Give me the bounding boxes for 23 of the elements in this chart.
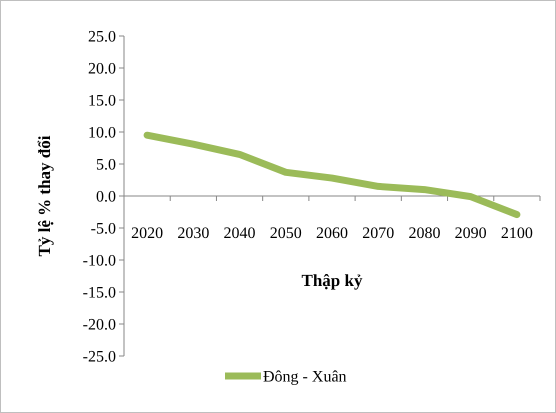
- x-tick-label: 2020: [131, 225, 164, 242]
- x-tick-label: 2100: [500, 225, 533, 242]
- y-tick-label: 0.0: [96, 188, 116, 206]
- x-tick-label: 2040: [224, 225, 256, 242]
- legend-label: Đông - Xuân: [263, 368, 347, 386]
- x-tick-label: 2080: [408, 225, 440, 242]
- y-tick-label: -25.0: [82, 348, 116, 366]
- y-tick-label: -10.0: [82, 252, 116, 270]
- x-tick-label: 2050: [270, 225, 302, 242]
- y-tick-label: 10.0: [88, 124, 116, 142]
- x-tick-label: 2060: [316, 225, 348, 242]
- y-tick-label: 15.0: [88, 92, 116, 110]
- x-tick-label: 2070: [362, 225, 394, 242]
- x-tick-label: 2090: [454, 225, 487, 242]
- y-tick-label: -20.0: [82, 316, 116, 334]
- y-tick-label: 25.0: [88, 28, 116, 46]
- y-tick-label: 20.0: [88, 60, 116, 78]
- y-tick-label: 5.0: [96, 156, 116, 174]
- x-tick-label: 2030: [177, 225, 210, 242]
- y-tick-label: -5.0: [90, 220, 116, 238]
- x-axis-title: Thập kỷ: [302, 271, 363, 290]
- y-tick-label: -15.0: [82, 284, 116, 302]
- y-axis-title: Tỷ lệ % thay đổi: [35, 135, 54, 256]
